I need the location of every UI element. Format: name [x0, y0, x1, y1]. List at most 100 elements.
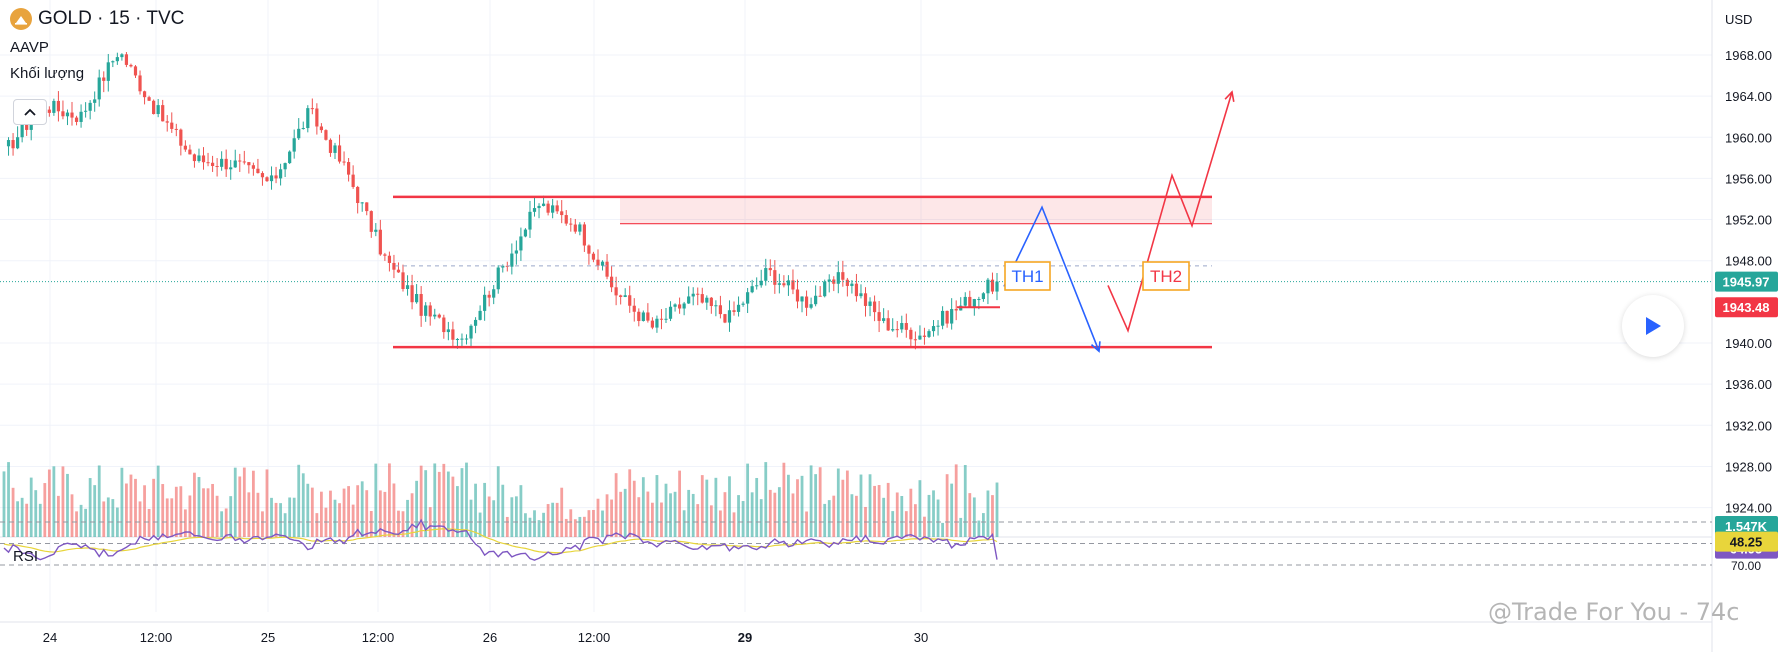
candle-body [882, 318, 886, 321]
candle-body [519, 236, 523, 251]
volume-bar [533, 510, 536, 537]
volume-bar [70, 494, 74, 537]
volume-bar [378, 490, 382, 537]
candle-body [691, 293, 695, 297]
candle-body [415, 294, 419, 303]
candle-body [410, 285, 414, 303]
candle-body [11, 140, 15, 149]
volume-bar [918, 480, 922, 537]
candle-body [333, 145, 337, 153]
price-tick-label: 1948.00 [1725, 254, 1772, 269]
scenario-th1 [1003, 205, 1101, 353]
candle-body [764, 268, 768, 281]
gold-logo-icon [10, 8, 32, 30]
indicator-volume[interactable]: Khối lượng [10, 65, 85, 82]
volume-bar [38, 503, 42, 537]
volume-bar [528, 517, 532, 537]
time-tick-label: 24 [43, 630, 57, 645]
volume-bar [728, 476, 731, 537]
volume-series [2, 462, 999, 537]
volume-bar [850, 494, 854, 537]
volume-bar [768, 489, 772, 537]
volume-bar [737, 495, 740, 537]
candle-body [786, 280, 791, 286]
volume-bar [646, 491, 650, 537]
indicator-aavp[interactable]: AAVP [10, 39, 49, 56]
volume-bar [886, 482, 890, 537]
volume-bar [596, 498, 600, 537]
candle-body [986, 279, 990, 294]
volume-tag-text: 1.547K [1725, 519, 1768, 534]
volume-bar [963, 464, 967, 537]
volume-bar [573, 519, 577, 537]
scenario-th1-path [1003, 205, 1100, 352]
scenario-th1-label: TH1 [1004, 261, 1051, 291]
candle-body [401, 272, 405, 289]
scenario-th2-path [1107, 91, 1233, 334]
candle-body [641, 312, 645, 321]
volume-bar [84, 508, 88, 537]
volume-bar [111, 499, 115, 537]
volume-bar [759, 499, 763, 537]
candle-body [20, 123, 24, 138]
candle-body [347, 162, 351, 175]
candle-body [419, 294, 423, 316]
volume-bar [170, 498, 174, 537]
volume-bar [950, 483, 954, 537]
candle-body [773, 270, 777, 285]
candle-body [274, 175, 278, 179]
volume-bar [787, 474, 790, 537]
volume-bar [628, 469, 632, 537]
volume-bar [791, 493, 795, 537]
rsi-pane-label[interactable]: RSI [13, 548, 39, 565]
candle-body [573, 224, 577, 232]
volume-bar [433, 463, 437, 537]
scenario-th1-label-text: TH1 [1011, 267, 1043, 286]
candle-body [954, 309, 958, 311]
candle-body [927, 331, 931, 337]
volume-bar [233, 467, 237, 537]
candle-body [396, 269, 401, 273]
volume-bar [564, 518, 568, 537]
scenario-th2 [1107, 90, 1235, 334]
volume-bar [451, 476, 455, 537]
volume-bar [197, 477, 201, 537]
candle-body [918, 335, 922, 340]
volume-bar [129, 474, 133, 537]
volume-bar [932, 490, 935, 537]
volume-bar [909, 488, 913, 537]
candle-body [469, 325, 473, 339]
candle-body [215, 166, 219, 168]
candle-body [909, 329, 913, 340]
volume-bar [637, 497, 641, 537]
candle-body [900, 323, 904, 330]
volume-tag-bg [1715, 516, 1778, 536]
volume-bar [134, 478, 137, 537]
volume-bar [93, 485, 97, 537]
candle-body [600, 261, 605, 266]
volume-bar [161, 484, 165, 537]
candle-body [682, 303, 686, 309]
replay-play-button[interactable] [1622, 295, 1684, 357]
candle-body [65, 112, 70, 117]
candle-body [650, 320, 654, 328]
time-axis: 24 12:00 25 12:00 26 12:00 29 30 [43, 630, 928, 645]
symbol-title[interactable]: GOLD · 15 · TVC [10, 8, 184, 30]
volume-bar [292, 497, 296, 537]
candle-body [233, 160, 237, 168]
volume-bar [641, 477, 645, 537]
volume-bar [338, 503, 341, 537]
candle-body [814, 295, 818, 305]
candle-body [47, 109, 51, 113]
candle-body [496, 267, 500, 290]
last-price-tag-text: 1945.97 [1723, 275, 1770, 290]
volume-bar [374, 463, 378, 537]
candle-body [292, 138, 296, 152]
candle-body [165, 121, 169, 123]
time-tick-label: 12:00 [362, 630, 395, 645]
candle-body [424, 305, 428, 316]
volume-bar [388, 463, 391, 537]
candle-body [124, 54, 129, 65]
collapse-indicators-button[interactable] [13, 99, 47, 125]
